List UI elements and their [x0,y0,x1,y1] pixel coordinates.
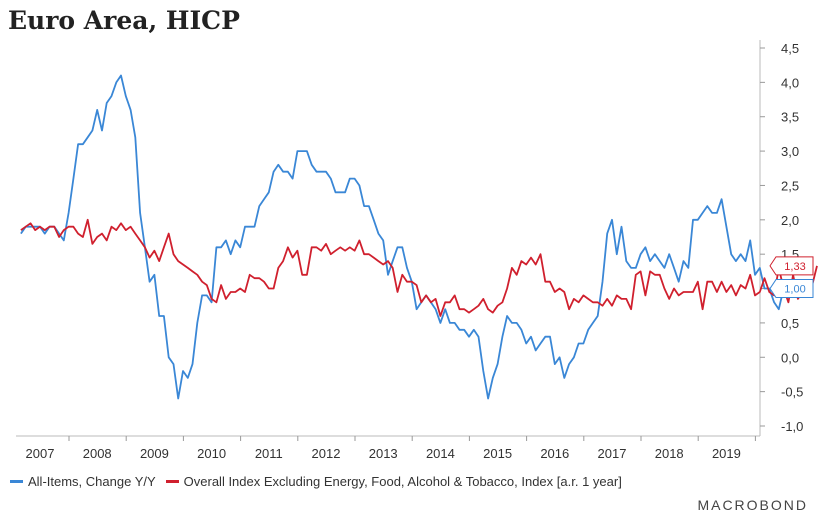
series-line-all-items [20,74,785,400]
x-tick-label: 2017 [598,446,627,461]
x-tick-label: 2018 [655,446,684,461]
y-ticks: 4,54,03,53,02,52,01,51,00,50,0-0,5-1,0 [760,41,803,434]
tag-value: 1,33 [784,261,805,273]
tag-box [769,256,814,276]
plot-frame [16,40,761,437]
tag-box [769,279,814,299]
x-tick-label: 2007 [26,446,55,461]
x-tick-label: 2013 [369,446,398,461]
legend-label-all-items: All-Items, Change Y/Y [28,474,156,489]
legend-item-all-items[interactable]: All-Items, Change Y/Y [10,474,156,489]
series-line-core-index [20,218,818,317]
x-tick-label: 2016 [540,446,569,461]
legend-swatch-red [165,480,179,483]
y-tick-label: -0,5 [781,385,803,400]
x-tick-label: 2015 [483,446,512,461]
legend: All-Items, Change Y/Y Overall Index Excl… [10,474,622,489]
y-tick-label: 2,5 [781,178,799,193]
chart-canvas: 4,54,03,53,02,52,01,51,00,50,0-0,5-1,0 2… [16,40,818,461]
y-tick-label: -1,0 [781,419,803,434]
y-tick-label: 3,0 [781,144,799,159]
y-tick-label: 0,0 [781,350,799,365]
legend-label-core-index: Overall Index Excluding Energy, Food, Al… [183,474,622,489]
series-layer [20,74,818,400]
x-tick-label: 2012 [312,446,341,461]
y-tick-label: 4,5 [781,41,799,56]
macrobond-logo: MACROBOND [697,497,808,513]
x-tick-label: 2008 [83,446,112,461]
tag-value: 1,00 [784,284,805,296]
y-tick-label: 2,0 [781,213,799,228]
legend-swatch-blue [10,480,23,483]
x-tick-label: 2011 [255,446,283,461]
y-tick-label: 4,0 [781,75,799,90]
legend-item-core-index[interactable]: Overall Index Excluding Energy, Food, Al… [165,474,622,489]
x-tick-label: 2014 [426,446,455,461]
last-value-tag-all-items: 1,00 [769,279,814,299]
x-tick-label: 2009 [140,446,169,461]
y-tick-label: 3,5 [781,110,799,125]
x-ticks: 2007 2008 2009 2010 2011 2012 2013 2014 2015 2016… [26,436,756,461]
x-tick-label: 2010 [197,446,226,461]
x-tick-label: 2019 [712,446,741,461]
last-value-tag-core-index: 1,33 [769,256,814,276]
chart-title: Euro Area, HICP [8,6,240,35]
y-tick-label: 0,5 [781,316,799,331]
last-value-tags: 1,00 1,33 [769,256,814,299]
